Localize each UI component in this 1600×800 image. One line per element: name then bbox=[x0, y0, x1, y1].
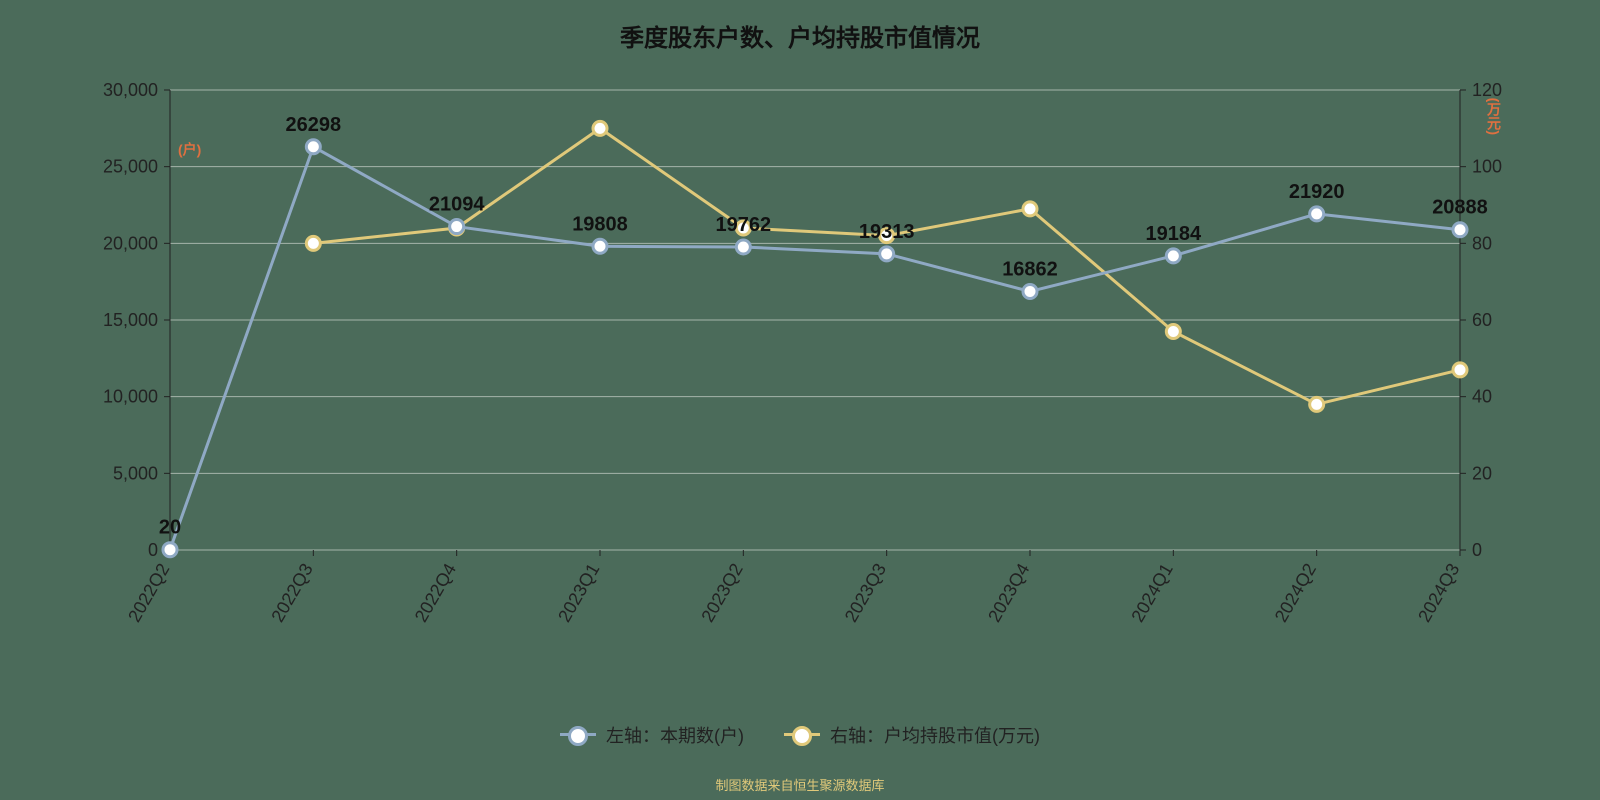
svg-text:20: 20 bbox=[159, 517, 181, 539]
svg-text:5,000: 5,000 bbox=[113, 463, 158, 483]
svg-text:0: 0 bbox=[1472, 540, 1482, 560]
legend-marker-icon bbox=[792, 726, 812, 746]
svg-text:80: 80 bbox=[1472, 233, 1492, 253]
svg-text:2024Q1: 2024Q1 bbox=[1127, 560, 1176, 625]
chart-svg: 05,00010,00015,00020,00025,00030,0000204… bbox=[0, 0, 1600, 800]
legend-label: 左轴：本期数(户) bbox=[606, 722, 744, 748]
legend-label: 右轴：户均持股市值(万元) bbox=[830, 722, 1040, 748]
svg-text:20,000: 20,000 bbox=[103, 233, 158, 253]
legend-item: 右轴：户均持股市值(万元) bbox=[784, 722, 1040, 748]
svg-text:19808: 19808 bbox=[572, 213, 628, 235]
svg-text:16862: 16862 bbox=[1002, 258, 1058, 280]
legend-marker-icon bbox=[568, 726, 588, 746]
svg-text:10,000: 10,000 bbox=[103, 387, 158, 407]
svg-text:26298: 26298 bbox=[286, 114, 342, 136]
svg-text:21920: 21920 bbox=[1289, 181, 1345, 203]
svg-text:19184: 19184 bbox=[1146, 223, 1202, 245]
svg-text:2024Q3: 2024Q3 bbox=[1414, 560, 1463, 625]
svg-text:2023Q1: 2023Q1 bbox=[554, 560, 603, 625]
svg-text:2023Q3: 2023Q3 bbox=[841, 560, 890, 625]
svg-text:(户): (户) bbox=[178, 141, 201, 157]
legend: 左轴：本期数(户) 右轴：户均持股市值(万元) bbox=[0, 720, 1600, 748]
svg-text:2024Q2: 2024Q2 bbox=[1271, 560, 1320, 625]
svg-text:40: 40 bbox=[1472, 387, 1492, 407]
svg-text:60: 60 bbox=[1472, 310, 1492, 330]
chart-container: 季度股东户数、户均持股市值情况 05,00010,00015,00020,000… bbox=[0, 0, 1600, 800]
svg-text:(万元): (万元) bbox=[1486, 98, 1502, 135]
svg-text:20: 20 bbox=[1472, 463, 1492, 483]
svg-text:2022Q2: 2022Q2 bbox=[124, 560, 173, 625]
chart-footer: 制图数据来自恒生聚源数据库 bbox=[0, 775, 1600, 794]
svg-text:2023Q4: 2023Q4 bbox=[984, 560, 1033, 625]
svg-text:20888: 20888 bbox=[1432, 197, 1488, 219]
svg-text:0: 0 bbox=[148, 540, 158, 560]
svg-text:2022Q3: 2022Q3 bbox=[267, 560, 316, 625]
svg-text:2023Q2: 2023Q2 bbox=[697, 560, 746, 625]
svg-text:21094: 21094 bbox=[429, 194, 485, 216]
svg-text:19313: 19313 bbox=[859, 221, 915, 243]
legend-swatch bbox=[784, 733, 820, 736]
svg-text:100: 100 bbox=[1472, 157, 1502, 177]
legend-item: 左轴：本期数(户) bbox=[560, 722, 744, 748]
svg-text:25,000: 25,000 bbox=[103, 157, 158, 177]
svg-text:30,000: 30,000 bbox=[103, 80, 158, 100]
svg-text:2022Q4: 2022Q4 bbox=[411, 560, 460, 625]
svg-text:15,000: 15,000 bbox=[103, 310, 158, 330]
svg-text:19762: 19762 bbox=[716, 214, 772, 236]
legend-swatch bbox=[560, 733, 596, 736]
